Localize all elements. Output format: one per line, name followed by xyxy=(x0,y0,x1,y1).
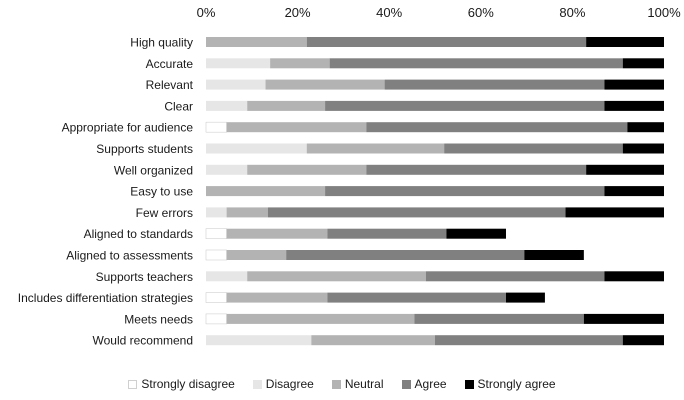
bar-segment-meets-needs-neutral xyxy=(226,313,415,324)
category-label-aligned-to-assessments: Aligned to assessments xyxy=(66,249,193,263)
bar-segment-clear-agree xyxy=(325,100,605,111)
category-label-appropriate-for-audience: Appropriate for audience xyxy=(62,121,194,135)
category-label-relevant: Relevant xyxy=(146,78,194,92)
legend-swatch-strongly-agree xyxy=(464,379,474,389)
legend-label-neutral: Neutral xyxy=(344,377,384,391)
legend-swatch-agree xyxy=(401,379,411,389)
legend-swatch-disagree xyxy=(252,379,262,389)
x-tick-label-20: 20% xyxy=(285,5,311,20)
legend-swatch-strongly-disagree xyxy=(128,379,138,389)
bar-segment-appropriate-for-audience-strongly-disagree xyxy=(205,121,227,133)
chart-legend: Strongly disagree Disagree Neutral Agree Str… xyxy=(0,376,684,392)
bar-segment-supports-teachers-agree xyxy=(425,271,605,282)
bar-segment-includes-differentiation-strategies-strongly-disagree xyxy=(205,292,227,303)
legend-item-neutral: Neutral xyxy=(331,377,384,391)
bar-segment-includes-differentiation-strategies-agree xyxy=(327,292,506,303)
bar-segment-includes-differentiation-strategies-strongly-agree xyxy=(505,292,545,303)
bar-segment-relevant-agree xyxy=(384,79,605,90)
bar-segment-meets-needs-strongly-agree xyxy=(583,313,664,324)
bar-segment-few-errors-agree xyxy=(267,207,566,218)
category-label-high-quality: High quality xyxy=(130,36,193,50)
bar-segment-appropriate-for-audience-strongly-agree xyxy=(627,122,664,133)
bar-segment-appropriate-for-audience-agree xyxy=(366,122,628,133)
bar-segment-includes-differentiation-strategies-neutral xyxy=(226,292,328,303)
bar-segment-easy-to-use-strongly-agree xyxy=(604,186,664,197)
legend-item-strongly-agree: Strongly agree xyxy=(464,377,556,391)
category-label-aligned-to-standards: Aligned to standards xyxy=(84,227,193,241)
legend-label-agree: Agree xyxy=(414,377,447,391)
bar-segment-accurate-strongly-agree xyxy=(622,58,664,69)
legend-label-strongly-agree: Strongly agree xyxy=(477,377,556,391)
bar-segment-would-recommend-strongly-agree xyxy=(622,335,664,346)
bar-segment-meets-needs-strongly-disagree xyxy=(205,313,227,325)
bar-segment-high-quality-agree xyxy=(306,37,587,47)
bar-segment-supports-teachers-neutral xyxy=(247,271,426,282)
bar-segment-supports-teachers-strongly-agree xyxy=(604,271,664,282)
bar-segment-would-recommend-disagree xyxy=(206,335,312,346)
bar-segment-would-recommend-agree xyxy=(435,335,623,346)
bar-segment-aligned-to-assessments-neutral xyxy=(226,250,287,260)
bar-segment-aligned-to-assessments-agree xyxy=(286,250,525,260)
bar-segment-meets-needs-agree xyxy=(414,313,584,324)
bar-segment-few-errors-strongly-agree xyxy=(565,207,664,218)
category-label-would-recommend: Would recommend xyxy=(93,334,194,348)
bar-segment-high-quality-neutral xyxy=(206,37,307,47)
x-tick-label-80: 80% xyxy=(559,5,585,20)
bar-segment-appropriate-for-audience-neutral xyxy=(226,122,367,133)
x-tick-label-100: 100% xyxy=(647,5,681,20)
x-tick-label-0: 0% xyxy=(197,5,216,20)
bar-segment-clear-neutral xyxy=(247,100,326,111)
bar-segment-aligned-to-assessments-strongly-agree xyxy=(524,250,584,260)
x-tick-label-60: 60% xyxy=(468,5,494,20)
category-label-few-errors: Few errors xyxy=(136,206,193,220)
bar-segment-relevant-disagree xyxy=(206,79,266,90)
bar-segment-well-organized-neutral xyxy=(247,164,367,175)
bar-segment-accurate-disagree xyxy=(206,58,271,69)
category-label-includes-differentiation-strategies: Includes differentiation strategies xyxy=(18,291,193,305)
bar-segment-accurate-agree xyxy=(329,58,623,69)
category-label-easy-to-use: Easy to use xyxy=(130,185,193,199)
bar-segment-aligned-to-standards-agree xyxy=(327,228,447,239)
bar-segment-aligned-to-standards-strongly-disagree xyxy=(205,228,227,239)
legend-item-disagree: Disagree xyxy=(252,377,314,391)
category-label-supports-teachers: Supports teachers xyxy=(96,270,193,284)
bar-segment-clear-disagree xyxy=(206,100,248,111)
category-label-accurate: Accurate xyxy=(146,57,194,71)
bar-segment-supports-teachers-disagree xyxy=(206,271,248,282)
bar-segment-easy-to-use-neutral xyxy=(206,186,326,197)
bar-segment-relevant-strongly-agree xyxy=(604,79,664,90)
bar-segment-clear-strongly-agree xyxy=(604,100,664,111)
bar-segment-would-recommend-neutral xyxy=(311,335,435,346)
legend-item-agree: Agree xyxy=(401,377,447,391)
category-label-well-organized: Well organized xyxy=(114,163,193,177)
legend-swatch-neutral xyxy=(331,379,341,389)
legend-item-strongly-disagree: Strongly disagree xyxy=(128,377,235,391)
bar-segment-well-organized-disagree xyxy=(206,164,248,175)
category-label-meets-needs: Meets needs xyxy=(124,312,193,326)
category-label-clear: Clear xyxy=(164,99,193,113)
bar-segment-aligned-to-assessments-strongly-disagree xyxy=(205,249,227,261)
bar-segment-relevant-neutral xyxy=(265,79,385,90)
legend-label-disagree: Disagree xyxy=(265,377,314,391)
bar-segment-supports-students-neutral xyxy=(306,143,445,154)
bar-segment-aligned-to-standards-strongly-agree xyxy=(446,228,506,239)
bar-segment-few-errors-disagree xyxy=(206,207,227,218)
bar-segment-easy-to-use-agree xyxy=(325,186,605,197)
bar-segment-well-organized-strongly-agree xyxy=(586,164,664,175)
bar-segment-accurate-neutral xyxy=(270,58,330,69)
bar-segment-supports-students-strongly-agree xyxy=(622,143,664,154)
bar-segment-high-quality-strongly-agree xyxy=(586,37,664,47)
bar-segment-few-errors-neutral xyxy=(226,207,268,218)
legend-label-strongly-disagree: Strongly disagree xyxy=(141,377,235,391)
bar-segment-supports-students-agree xyxy=(444,143,623,154)
bar-segment-well-organized-agree xyxy=(366,164,587,175)
bar-segment-aligned-to-standards-neutral xyxy=(226,228,328,239)
category-label-supports-students: Supports students xyxy=(96,142,193,156)
x-tick-label-40: 40% xyxy=(376,5,402,20)
bar-segment-supports-students-disagree xyxy=(206,143,307,154)
